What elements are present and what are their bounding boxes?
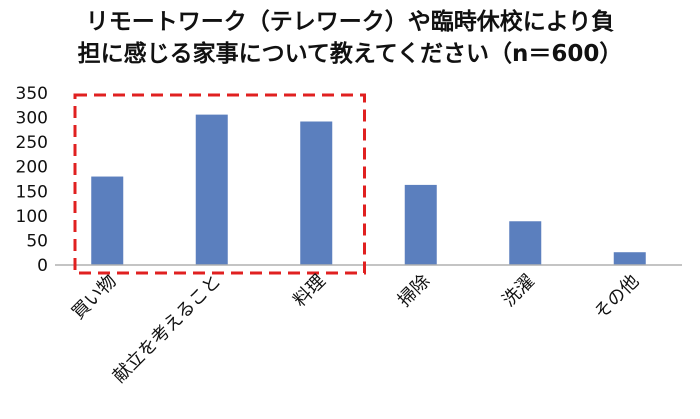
y-tick-label: 200 <box>16 158 48 178</box>
x-tick-label: 買い物 <box>68 271 121 324</box>
y-tick-label: 250 <box>16 133 48 153</box>
highlight-box <box>73 93 366 275</box>
x-tick-label: 料理 <box>289 271 329 311</box>
y-tick-label: 0 <box>37 256 48 276</box>
x-tick-label: 洗濯 <box>498 271 538 311</box>
y-tick-label: 100 <box>16 207 48 227</box>
bar-6 <box>613 252 646 265</box>
x-tick-label: 献立を考えること <box>109 271 225 387</box>
bar-1 <box>91 176 124 265</box>
x-tick-label: 掃除 <box>394 271 434 311</box>
y-tick-label: 350 <box>16 84 48 104</box>
chart-title-line-2: 担に感じる家事について教えてください（n＝600） <box>77 41 623 67</box>
chart-title-line-1: リモートワーク（テレワーク）や臨時休校により負 <box>85 9 615 35</box>
bar-5 <box>509 221 542 265</box>
bar-4 <box>404 184 437 265</box>
x-tick-label: その他 <box>590 271 643 324</box>
y-tick-label: 50 <box>26 231 48 251</box>
bar-2 <box>195 114 228 265</box>
y-tick-label: 300 <box>16 109 48 129</box>
bar-3 <box>300 121 333 265</box>
chart-title: リモートワーク（テレワーク）や臨時休校により負 担に感じる家事について教えてくだ… <box>0 6 700 70</box>
y-tick-label: 150 <box>16 182 48 202</box>
